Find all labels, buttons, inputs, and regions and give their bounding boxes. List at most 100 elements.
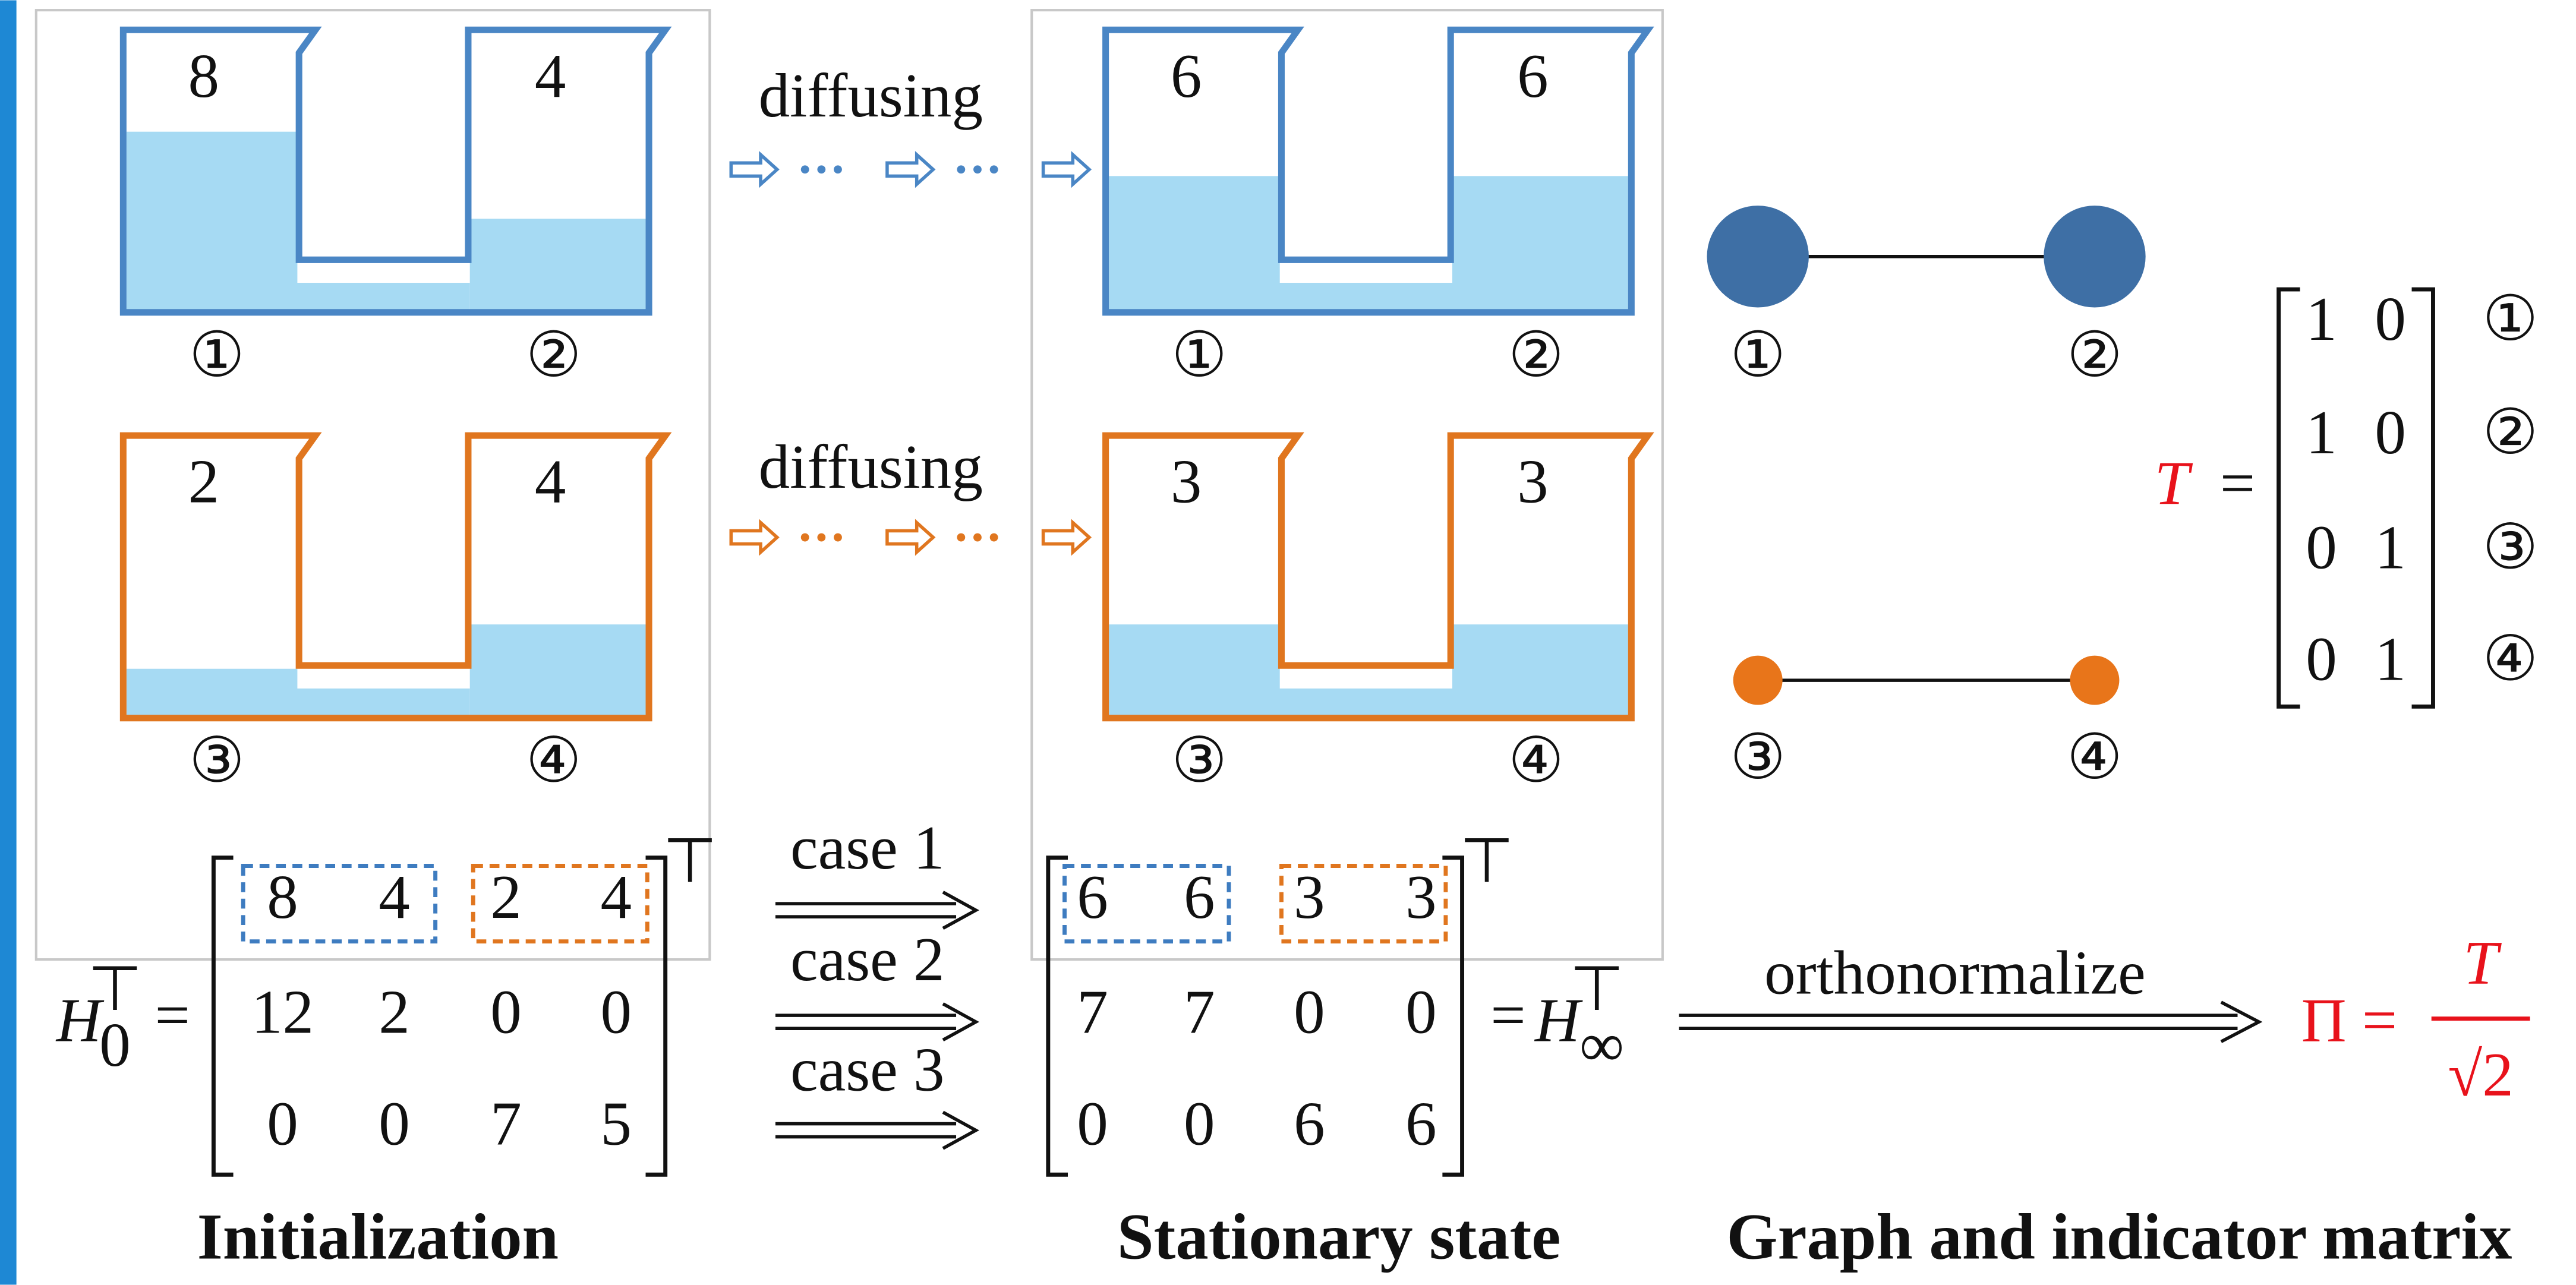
dot <box>817 533 825 542</box>
level-label: 6 <box>1171 41 1202 110</box>
level-label: 6 <box>1517 41 1549 110</box>
level-label: 4 <box>535 41 566 110</box>
cases: case 1case 2case 3 <box>775 813 976 1148</box>
matrix-entry: 2 <box>379 977 410 1047</box>
node <box>1733 656 1783 705</box>
transpose: ⊤ <box>1459 826 1514 895</box>
water <box>1452 176 1628 312</box>
double-arrow <box>775 1112 976 1148</box>
row-label: ① <box>2482 284 2538 353</box>
transpose: ⊤ <box>663 826 717 895</box>
matrix-entry: 4 <box>379 862 410 932</box>
water <box>127 669 298 718</box>
matrix-entry: 8 <box>267 862 298 932</box>
matrix-entry: 0 <box>2306 512 2337 582</box>
row-label: ④ <box>2482 624 2538 693</box>
bracket <box>1048 858 1462 1175</box>
arrow <box>887 154 933 184</box>
dot <box>957 533 965 542</box>
dot <box>834 165 842 173</box>
pi-num: T <box>2463 928 2502 997</box>
water <box>1278 689 1452 718</box>
h-sub: ∞ <box>1579 1010 1624 1079</box>
dot <box>801 533 809 542</box>
diagram: 8①4②2③4④6①6②3③3④ ① ② ③ ④ T = H ⊤ 0 = ⊤ c… <box>0 0 2576 1285</box>
arrow-label: diffusing <box>759 432 983 501</box>
bracket <box>2279 289 2433 706</box>
dot <box>801 165 809 173</box>
matrix-entry: 3 <box>1405 862 1437 932</box>
dot <box>957 165 965 173</box>
equals: = <box>2220 448 2255 517</box>
matrix-entry: 1 <box>2306 284 2337 353</box>
matrix-entry: 0 <box>267 1089 298 1158</box>
matrix-entry: 7 <box>1077 977 1108 1047</box>
matrix-entry: 0 <box>1184 1089 1215 1158</box>
h-sub: 0 <box>99 1010 131 1079</box>
node <box>2070 656 2119 705</box>
matrix-entry: 7 <box>490 1089 522 1158</box>
node <box>2044 206 2145 307</box>
level-label: 8 <box>188 41 220 110</box>
arrow <box>731 154 777 184</box>
matrix-entry: 12 <box>251 977 314 1047</box>
matrix-entry: 6 <box>1184 862 1215 932</box>
water <box>296 689 470 718</box>
node-label: ④ <box>2067 722 2123 792</box>
node-label: ① <box>1171 320 1227 390</box>
caption: Graph and indicator matrix <box>1726 1200 2512 1273</box>
level-label: 3 <box>1517 447 1549 516</box>
node-label: ① <box>1730 320 1786 390</box>
dot <box>990 533 998 542</box>
matrix-entry: 5 <box>600 1089 632 1158</box>
arrow <box>731 523 777 552</box>
row-label: ③ <box>2482 512 2538 582</box>
arrow <box>1043 154 1089 184</box>
node-label: ④ <box>1508 726 1564 795</box>
row-label: ② <box>2482 397 2538 467</box>
matrix-entry: 0 <box>379 1089 410 1158</box>
matrix-entry: 0 <box>1405 977 1437 1047</box>
matrix-entry: 2 <box>490 862 522 932</box>
matrix-entry: 1 <box>2375 624 2406 693</box>
dot <box>817 165 825 173</box>
matrix-entry: 6 <box>1294 1089 1325 1158</box>
matrix-entry: 1 <box>2375 512 2406 582</box>
matrix-entry: 7 <box>1184 977 1215 1047</box>
water <box>1278 283 1452 312</box>
arrow <box>887 523 933 552</box>
node-label: ③ <box>189 726 245 795</box>
arrow-label: diffusing <box>759 61 983 130</box>
node <box>1707 206 1808 307</box>
water <box>1109 176 1280 312</box>
node-label: ② <box>1508 320 1564 390</box>
node-label: ③ <box>1171 726 1227 795</box>
matrix-entry: 0 <box>1077 1089 1108 1158</box>
double-arrow <box>1679 1002 2259 1041</box>
side-bar <box>0 1 17 1285</box>
matrix-entry: 0 <box>2375 397 2406 467</box>
dot <box>973 533 982 542</box>
caption: Initialization <box>197 1200 559 1273</box>
matrix-entry: 0 <box>600 977 632 1047</box>
matrix-entry: 3 <box>1294 862 1325 932</box>
caption: Stationary state <box>1117 1200 1560 1273</box>
node-label: ① <box>189 320 245 390</box>
pi-den: √2 <box>2448 1040 2514 1109</box>
matrix-entry: 0 <box>2375 284 2406 353</box>
dot <box>973 165 982 173</box>
pi-lhs: Π = <box>2301 986 2397 1055</box>
case-label: case 3 <box>790 1034 945 1104</box>
level-label: 2 <box>188 447 220 516</box>
case-label: case 1 <box>790 813 945 882</box>
water <box>1109 624 1280 718</box>
equals: = <box>155 980 190 1050</box>
dot <box>990 165 998 173</box>
node-label: ④ <box>526 726 582 795</box>
stationary-frame <box>1032 10 1663 959</box>
equals: = <box>1490 980 1525 1050</box>
matrix-entry: 0 <box>2306 624 2337 693</box>
matrix-entry: 6 <box>1077 862 1108 932</box>
level-label: 4 <box>535 447 566 516</box>
